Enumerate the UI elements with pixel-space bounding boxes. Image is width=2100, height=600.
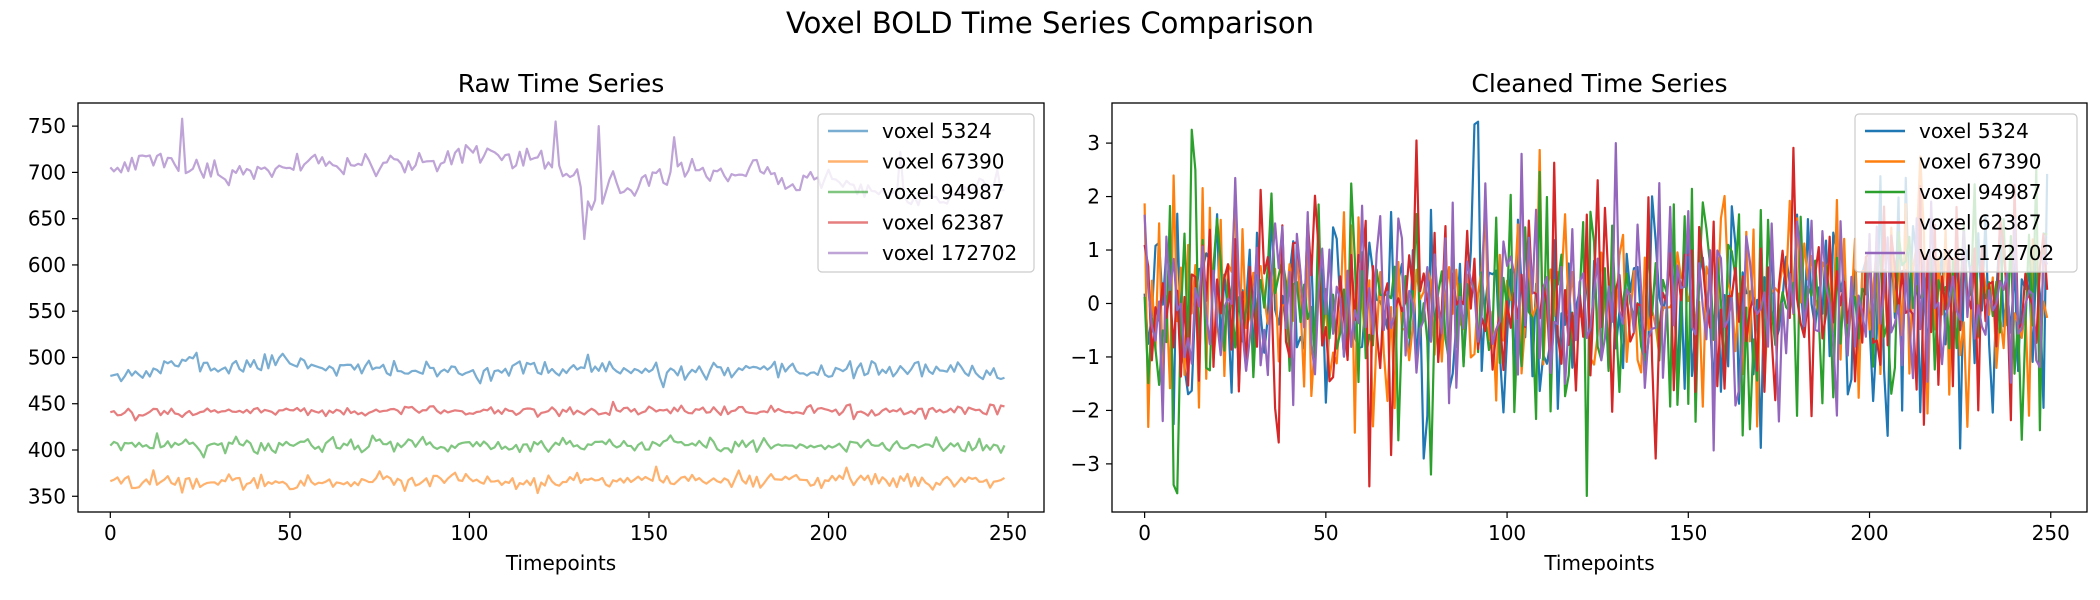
cleaned-xtick-label: 100	[1488, 521, 1526, 545]
raw-ytick-label: 350	[28, 484, 66, 508]
raw-series-line-voxel-62387	[110, 400, 1005, 422]
cleaned-legend-label: voxel 62387	[1919, 211, 2042, 235]
cleaned-legend-label: voxel 5324	[1919, 119, 2029, 143]
raw-series-line-voxel-67390	[109, 465, 1006, 495]
cleaned-axes-frame	[1111, 102, 2088, 513]
raw-ytick-label: 600	[28, 253, 66, 277]
cleaned-legend-label: voxel 172702	[1919, 241, 2054, 265]
cleaned-xtick-label: 250	[2032, 521, 2070, 545]
raw-xtick-label: 200	[809, 521, 847, 545]
raw-xtick-label: 250	[989, 521, 1027, 545]
cleaned-xtick-label: 50	[1313, 521, 1338, 545]
raw-ytick-label: 550	[28, 299, 66, 323]
cleaned-legend-box	[1854, 113, 2078, 273]
cleaned-xtick-label: 200	[1850, 521, 1888, 545]
cleaned-legend-label: voxel 94987	[1919, 180, 2042, 204]
raw-series-group	[109, 117, 1006, 495]
cleaned-ytick-label: −2	[1071, 398, 1100, 422]
cleaned-legend: voxel 5324 voxel 67390 voxel 94987 voxel 62…	[1854, 113, 2078, 273]
raw-ytick-label: 650	[28, 207, 66, 231]
raw-legend-box	[817, 113, 1035, 273]
raw-series-line-voxel-5324	[110, 351, 1005, 389]
cleaned-ytick-label: 1	[1087, 238, 1100, 262]
cleaned-ytick-label: 3	[1087, 131, 1100, 155]
raw-ytick-label: 500	[28, 345, 66, 369]
raw-legend: voxel 5324 voxel 67390 voxel 94987 voxel 62…	[817, 113, 1035, 273]
raw-legend-label: voxel 67390	[882, 150, 1005, 174]
raw-time-series-panel: Raw Time Series 0 50 100 150 200 250 350 400 450 5…	[28, 69, 1045, 575]
cleaned-xtick-label: 0	[1138, 521, 1151, 545]
figure-title: Voxel BOLD Time Series Comparison	[786, 6, 1314, 40]
raw-panel-title: Raw Time Series	[458, 69, 665, 98]
raw-axes-frame	[77, 102, 1045, 513]
raw-series-line-voxel-94987	[109, 432, 1006, 459]
cleaned-ytick-label: −3	[1071, 452, 1100, 476]
raw-legend-label: voxel 5324	[882, 119, 992, 143]
cleaned-legend-label: voxel 67390	[1919, 150, 2042, 174]
raw-legend-label: voxel 94987	[882, 180, 1005, 204]
raw-ytick-label: 700	[28, 160, 66, 184]
cleaned-series-line-voxel-172702	[1143, 142, 2049, 452]
raw-xtick-label: 100	[450, 521, 488, 545]
cleaned-xtick-label: 150	[1669, 521, 1707, 545]
raw-ytick-label: 450	[28, 392, 66, 416]
raw-x-axis-label: Timepoints	[505, 551, 616, 575]
cleaned-panel-title: Cleaned Time Series	[1471, 69, 1727, 98]
raw-legend-label: voxel 172702	[882, 241, 1017, 265]
cleaned-ytick-label: 0	[1087, 291, 1100, 315]
raw-ytick-label: 750	[28, 114, 66, 138]
cleaned-ytick-label: −1	[1071, 345, 1100, 369]
cleaned-time-series-panel: Cleaned Time Series 0 50 100 150 200 250 −3 −2 −1…	[1071, 69, 2088, 575]
raw-xtick-label: 150	[630, 521, 668, 545]
raw-xtick-label: 0	[104, 521, 117, 545]
cleaned-x-axis-label: Timepoints	[1543, 551, 1654, 575]
cleaned-ytick-label: 2	[1087, 185, 1100, 209]
raw-ytick-label: 400	[28, 438, 66, 462]
raw-legend-label: voxel 62387	[882, 211, 1005, 235]
raw-xtick-label: 50	[277, 521, 302, 545]
cleaned-series-line-voxel-62387	[1143, 139, 2049, 488]
